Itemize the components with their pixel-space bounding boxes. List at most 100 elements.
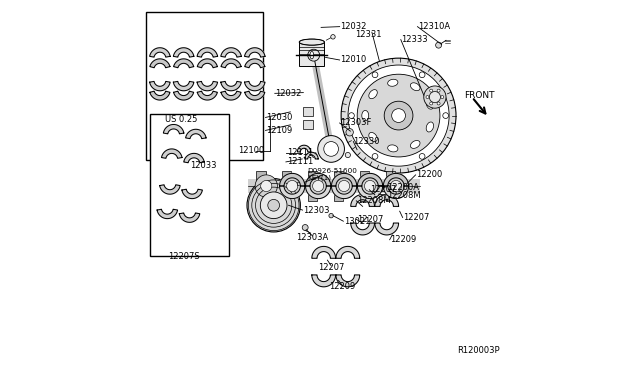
Text: 12207S: 12207S — [168, 252, 200, 261]
Text: 12111: 12111 — [287, 157, 313, 166]
Text: 12100: 12100 — [239, 146, 265, 155]
Polygon shape — [184, 153, 204, 163]
Polygon shape — [150, 81, 170, 91]
Polygon shape — [332, 186, 356, 199]
Ellipse shape — [426, 99, 433, 109]
Polygon shape — [305, 186, 331, 199]
Text: 12032: 12032 — [276, 89, 302, 98]
Polygon shape — [280, 173, 305, 186]
Ellipse shape — [369, 132, 378, 141]
Bar — [303, 108, 313, 116]
Circle shape — [308, 49, 319, 61]
Text: 12111: 12111 — [287, 148, 313, 157]
Text: 12303A: 12303A — [296, 233, 329, 243]
Circle shape — [429, 92, 440, 103]
Polygon shape — [244, 81, 265, 91]
Text: R120003P: R120003P — [457, 346, 500, 355]
Polygon shape — [157, 209, 177, 219]
Circle shape — [390, 180, 401, 192]
Circle shape — [341, 58, 456, 173]
Bar — [360, 171, 369, 201]
Polygon shape — [163, 125, 184, 134]
Text: 12209: 12209 — [390, 235, 417, 244]
Text: US 0.25: US 0.25 — [165, 115, 198, 124]
Ellipse shape — [300, 39, 324, 45]
Polygon shape — [182, 189, 202, 199]
Text: 12208M: 12208M — [357, 196, 390, 205]
Bar — [300, 42, 324, 66]
Polygon shape — [197, 59, 218, 68]
Text: 12208M: 12208M — [387, 191, 420, 200]
Circle shape — [348, 65, 449, 166]
Bar — [282, 171, 291, 201]
Ellipse shape — [410, 141, 420, 148]
Text: 12200A: 12200A — [387, 183, 419, 192]
Polygon shape — [244, 91, 265, 100]
Circle shape — [384, 101, 413, 130]
Circle shape — [443, 113, 449, 118]
Circle shape — [392, 109, 406, 122]
Bar — [385, 171, 396, 201]
Polygon shape — [357, 186, 383, 199]
Polygon shape — [186, 129, 206, 139]
Circle shape — [318, 136, 344, 162]
Text: 12303F: 12303F — [340, 119, 372, 128]
Text: KEY(1): KEY(1) — [307, 174, 331, 181]
Text: 12030: 12030 — [266, 113, 292, 122]
Bar — [297, 182, 301, 185]
Text: 12209: 12209 — [329, 282, 355, 291]
Bar — [150, 114, 229, 256]
Polygon shape — [221, 91, 241, 100]
Polygon shape — [173, 81, 194, 91]
Circle shape — [419, 154, 425, 159]
Text: 12032: 12032 — [340, 22, 367, 31]
Circle shape — [322, 140, 340, 158]
Circle shape — [359, 175, 381, 197]
Polygon shape — [161, 149, 182, 158]
Circle shape — [302, 225, 308, 231]
Text: 12200: 12200 — [417, 170, 443, 179]
Circle shape — [324, 142, 339, 156]
Polygon shape — [375, 223, 399, 235]
Polygon shape — [298, 145, 311, 152]
Polygon shape — [173, 48, 194, 57]
Ellipse shape — [388, 79, 398, 86]
Polygon shape — [351, 223, 374, 235]
Circle shape — [260, 180, 272, 192]
Text: 12333: 12333 — [401, 35, 428, 44]
Polygon shape — [150, 91, 170, 100]
Circle shape — [436, 42, 442, 48]
Circle shape — [437, 89, 440, 92]
Circle shape — [419, 72, 425, 78]
Bar — [303, 121, 313, 129]
Polygon shape — [197, 48, 218, 57]
Polygon shape — [357, 173, 383, 186]
Circle shape — [357, 74, 440, 157]
Circle shape — [255, 175, 277, 197]
Polygon shape — [332, 173, 356, 186]
Circle shape — [429, 89, 433, 92]
Circle shape — [333, 175, 355, 197]
Text: 12207: 12207 — [318, 263, 344, 272]
Polygon shape — [312, 275, 335, 287]
Polygon shape — [150, 59, 170, 68]
Ellipse shape — [310, 51, 314, 59]
Polygon shape — [197, 91, 218, 100]
Polygon shape — [179, 213, 200, 222]
Polygon shape — [383, 186, 408, 199]
Circle shape — [247, 179, 300, 232]
Text: 12303: 12303 — [303, 206, 330, 215]
Ellipse shape — [369, 90, 378, 99]
Circle shape — [312, 180, 324, 192]
Polygon shape — [221, 48, 241, 57]
Circle shape — [260, 192, 287, 219]
Circle shape — [424, 86, 446, 108]
Text: 12207: 12207 — [370, 185, 396, 194]
Polygon shape — [305, 173, 331, 186]
Circle shape — [437, 102, 440, 105]
Circle shape — [281, 175, 303, 197]
Text: 12331: 12331 — [355, 29, 381, 39]
Bar — [146, 12, 262, 160]
Text: 12109: 12109 — [266, 126, 292, 135]
Circle shape — [349, 113, 355, 118]
